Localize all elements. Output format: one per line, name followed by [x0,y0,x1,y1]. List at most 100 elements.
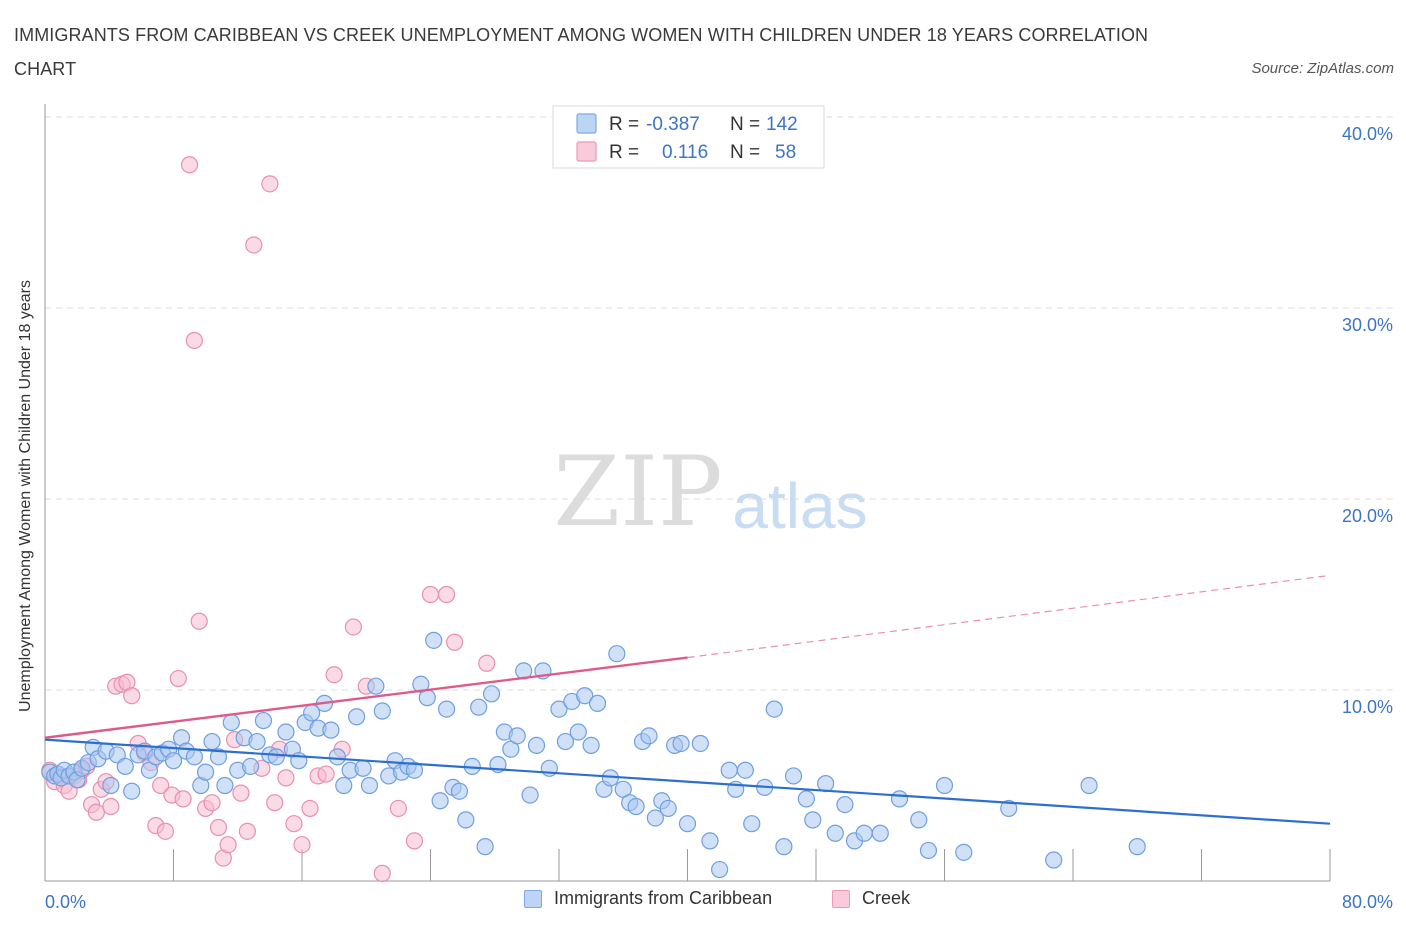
caribbean-point [335,776,353,795]
creek-point [87,803,106,821]
creek-point [245,236,263,254]
caribbean-point [123,782,141,800]
caribbean-point [185,748,203,766]
caribbean-point [836,795,854,814]
y-tick-label: 10.0% [1342,697,1393,717]
creek-trend-line [44,656,688,739]
caribbean-points [41,631,1146,879]
caribbean-point [855,824,873,842]
caribbean-point [209,748,228,766]
grid-lines [45,116,1395,691]
caribbean-point [405,761,424,779]
legend-r-value-pink: 0.116 [662,142,708,163]
legend-r-label-pink: R = [609,142,639,163]
caribbean-point [222,713,240,732]
caribbean-point [254,711,273,730]
caribbean-point [203,732,221,751]
creek-point [219,836,237,854]
creek-point [238,822,256,840]
caribbean-point [659,799,677,818]
caribbean-point [450,782,469,800]
caribbean-point [627,797,645,816]
watermark-zip: ZIP [553,436,722,548]
legend-n-label-blue: N = [730,114,760,135]
caribbean-point [373,702,391,720]
caribbean-point [919,841,938,860]
caribbean-point [588,694,607,712]
y-tick-label: 20.0% [1342,506,1393,526]
legend-r-value-blue: -0.387 [646,114,700,135]
caribbean-point [457,811,475,829]
caribbean-point [431,792,449,810]
caribbean-point [797,790,815,808]
source-label: Source: ZipAtlas.com [1251,60,1394,77]
caribbean-point [691,734,709,753]
caribbean-point [425,631,443,649]
caribbean-point [267,748,285,766]
caribbean-point [521,786,539,804]
bottom-legend: Immigrants from Caribbean Creek [0,888,1406,916]
creek-point [266,794,284,812]
caribbean-point [437,700,456,718]
caribbean-point [197,763,215,781]
caribbean-point [576,687,594,705]
legend-n-value-pink: 58 [775,142,796,163]
creek-point [405,832,424,850]
x-tick-label: 80.0% [1342,892,1393,912]
y-tick-label: 30.0% [1342,315,1393,335]
creek-point [317,765,335,783]
legend-swatch-creek [832,889,850,908]
caribbean-point [367,677,385,695]
creek-point [174,790,192,808]
creek-point [102,797,120,816]
legend-n-value-blue: 142 [766,114,798,135]
caribbean-point [418,689,436,707]
caribbean-point [277,723,295,741]
creek-point [478,654,496,672]
legend-swatch-caribbean [524,889,542,908]
legend-label-caribbean: Immigrants from Caribbean [554,888,773,908]
caribbean-point [701,832,719,850]
caribbean-point [871,824,889,842]
legend-swatch-blue [576,113,597,134]
caribbean-point [678,815,697,833]
creek-point [156,822,175,840]
tick-labels: 10.0% 20.0% 30.0% 40.0% 0.0% 80.0% [45,124,1393,912]
creek-point [232,784,250,802]
legend-item-creek[interactable]: Creek [832,888,910,909]
caribbean-point [328,748,346,766]
creek-point [169,669,187,688]
caribbean-point [1000,799,1018,818]
caribbean-point [910,811,928,829]
caribbean-point [640,727,658,745]
legend-box: R = -0.387 N = 142 R = 0.116 N = 58 [552,105,825,169]
watermark-atlas: atlas [732,470,867,542]
creek-point [445,633,464,651]
caribbean-point [804,811,822,829]
caribbean-point [711,860,729,879]
y-tick-label: 40.0% [1342,124,1393,144]
caribbean-point [765,700,783,718]
creek-point [389,799,407,818]
legend-label-creek: Creek [862,888,911,908]
caribbean-point [556,732,575,751]
caribbean-point [608,645,626,663]
caribbean-point [248,732,266,751]
caribbean-point [955,843,973,861]
creek-point [325,666,343,684]
caribbean-point [672,734,690,753]
caribbean-point [775,838,793,856]
legend-r-label-blue: R = [609,114,639,135]
creek-point [373,864,391,882]
creek-point [261,175,279,193]
creek-points [41,156,496,882]
creek-point [209,818,228,837]
caribbean-point [1045,851,1063,869]
caribbean-point [527,736,546,754]
caribbean-point [890,790,909,808]
caribbean-trend-line [44,738,1331,825]
caribbean-point [482,685,501,703]
legend-item-caribbean[interactable]: Immigrants from Caribbean [524,888,772,909]
caribbean-point [817,774,835,793]
